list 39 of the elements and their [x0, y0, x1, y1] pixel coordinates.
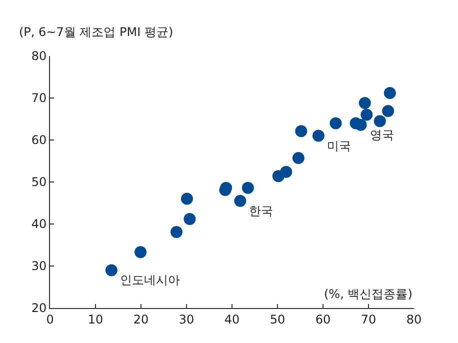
x-tick-label: 30	[178, 312, 194, 326]
y-tick-label: 70	[31, 91, 47, 106]
annotation: 미국	[327, 139, 351, 153]
y-tick-label: 20	[31, 301, 47, 316]
point	[382, 105, 394, 118]
point	[292, 152, 304, 164]
point	[234, 194, 246, 207]
annotation: 인도네시아	[120, 273, 180, 287]
x-tick-label: 10	[88, 312, 104, 326]
point	[280, 166, 292, 178]
y-tick-label: 30	[31, 259, 47, 274]
point	[105, 264, 118, 276]
point	[312, 130, 324, 142]
point	[358, 97, 371, 110]
point	[384, 86, 396, 99]
point	[242, 182, 254, 194]
point	[184, 212, 196, 225]
y-tick-label: 60	[31, 133, 47, 148]
point	[295, 125, 308, 138]
x-tick-label: 50	[270, 312, 286, 326]
point	[330, 117, 342, 130]
point	[360, 108, 373, 121]
x-tick-label: 20	[133, 312, 149, 326]
x-axis-title: (%, 백신접종률)	[324, 287, 412, 301]
y-tick-label: 50	[31, 175, 47, 190]
x-tick-label: 40	[224, 312, 240, 326]
y-tick-label: 80	[31, 49, 47, 64]
y-axis-title: (P, 6~7월 제조업 PMI 평균)	[19, 25, 174, 39]
y-tick-label: 40	[31, 217, 47, 232]
x-tick-label: 0	[46, 312, 54, 326]
x-tick-label: 60	[315, 312, 331, 326]
point	[134, 246, 147, 258]
annotation: 영국	[370, 128, 394, 142]
x-tick-label: 70	[360, 312, 376, 326]
point	[374, 115, 386, 128]
point	[180, 192, 193, 205]
x-tick-label: 80	[406, 312, 422, 326]
annotation: 한국	[249, 204, 273, 218]
point	[170, 226, 182, 238]
